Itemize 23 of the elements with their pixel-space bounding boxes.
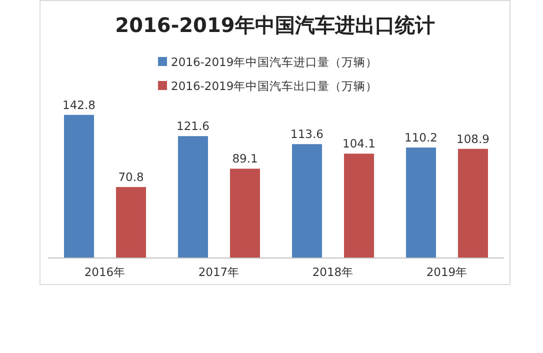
data-label: 142.8: [62, 98, 96, 112]
bar: [344, 154, 374, 258]
data-label: 108.9: [456, 132, 490, 146]
data-label: 121.6: [176, 119, 210, 134]
x-tick-label: 2016年: [84, 265, 126, 279]
x-tick-label: 2019年: [426, 265, 468, 279]
data-label: 89.1: [232, 152, 258, 166]
bar: [230, 168, 260, 258]
bar: [406, 148, 436, 258]
bar: [458, 148, 488, 258]
data-label: 104.1: [342, 136, 376, 151]
chart-title: 2016-2019年中国汽车进出口统计: [115, 13, 435, 37]
bar: [292, 144, 322, 258]
legend-label: 2016-2019年中国汽车进口量（万辆）: [171, 55, 378, 69]
legend-label: 2016-2019年中国汽车出口量（万辆）: [171, 79, 378, 93]
bar: [178, 136, 208, 258]
bar: [64, 114, 94, 258]
x-tick-label: 2017年: [198, 265, 240, 279]
x-tick-label: 2018年: [312, 265, 354, 279]
data-label: 110.2: [404, 130, 438, 145]
data-label: 70.8: [118, 170, 144, 184]
data-label: 113.6: [290, 127, 324, 142]
bar: [116, 187, 146, 258]
